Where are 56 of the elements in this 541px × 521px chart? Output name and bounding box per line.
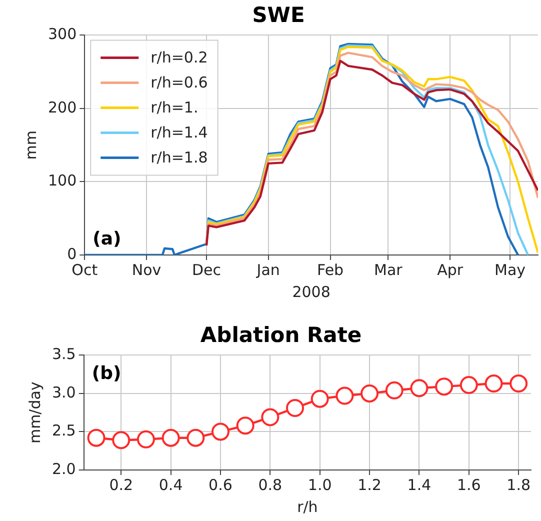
x-tick-label: Jan xyxy=(256,260,280,279)
x-axis-title: 2008 xyxy=(292,282,330,301)
x-tick-label: Dec xyxy=(192,260,221,279)
x-tick-label: 1.4 xyxy=(407,476,432,494)
point xyxy=(87,428,106,447)
point xyxy=(484,374,503,393)
y-axis-title: mm/day xyxy=(26,382,44,444)
x-tick-label: Apr xyxy=(437,260,464,279)
legend-label: r/h=1. xyxy=(150,98,198,117)
x-axis-title: r/h xyxy=(297,498,318,516)
point xyxy=(510,374,528,393)
y-tick-label: 2.0 xyxy=(52,460,76,478)
legend-label: r/h=1.4 xyxy=(150,124,208,142)
y-tick-label: 0 xyxy=(67,244,77,263)
annotation: (b) xyxy=(92,362,122,384)
y-tick-label: 300 xyxy=(48,25,77,44)
point xyxy=(460,376,478,394)
legend-label: r/h=0.2 xyxy=(150,48,208,67)
chart-title: Ablation Rate xyxy=(200,323,362,348)
x-tick-label: Mar xyxy=(374,260,404,279)
legend-label: r/h=1.8 xyxy=(150,148,208,167)
x-tick-label: 1.8 xyxy=(506,476,531,494)
chart-title: SWE xyxy=(252,3,305,28)
point xyxy=(136,430,155,448)
point xyxy=(236,416,254,435)
y-tick-label: 3.5 xyxy=(52,345,76,364)
x-tick-label: 0.2 xyxy=(109,476,134,494)
y-tick-label: 2.5 xyxy=(52,422,76,440)
y-tick-label: 100 xyxy=(48,172,77,190)
point xyxy=(360,384,379,402)
point xyxy=(261,408,280,426)
point xyxy=(410,379,428,398)
x-tick-label: 1.6 xyxy=(456,476,481,494)
annotation: (a) xyxy=(92,228,122,250)
y-tick-label: 3.0 xyxy=(52,383,76,402)
x-tick-label: 1.2 xyxy=(358,476,382,494)
point xyxy=(162,428,180,447)
x-tick-label: 1.0 xyxy=(308,476,332,494)
x-tick-label: Oct xyxy=(72,260,98,279)
point xyxy=(385,381,404,400)
x-tick-label: Nov xyxy=(132,260,162,279)
x-tick-label: 0.8 xyxy=(258,476,282,494)
point xyxy=(435,378,454,396)
x-tick-label: 0.6 xyxy=(208,476,232,494)
point xyxy=(186,428,205,447)
x-tick-label: May xyxy=(494,260,526,279)
legend-label: r/h=0.6 xyxy=(150,74,208,92)
point xyxy=(112,431,130,450)
point xyxy=(211,422,230,441)
x-tick-label: 0.4 xyxy=(158,476,183,494)
point xyxy=(336,386,354,405)
point xyxy=(310,390,329,408)
y-axis-title: mm xyxy=(22,130,40,160)
y-tick-label: 200 xyxy=(48,98,77,116)
x-tick-label: Feb xyxy=(317,260,344,279)
point xyxy=(286,399,304,418)
